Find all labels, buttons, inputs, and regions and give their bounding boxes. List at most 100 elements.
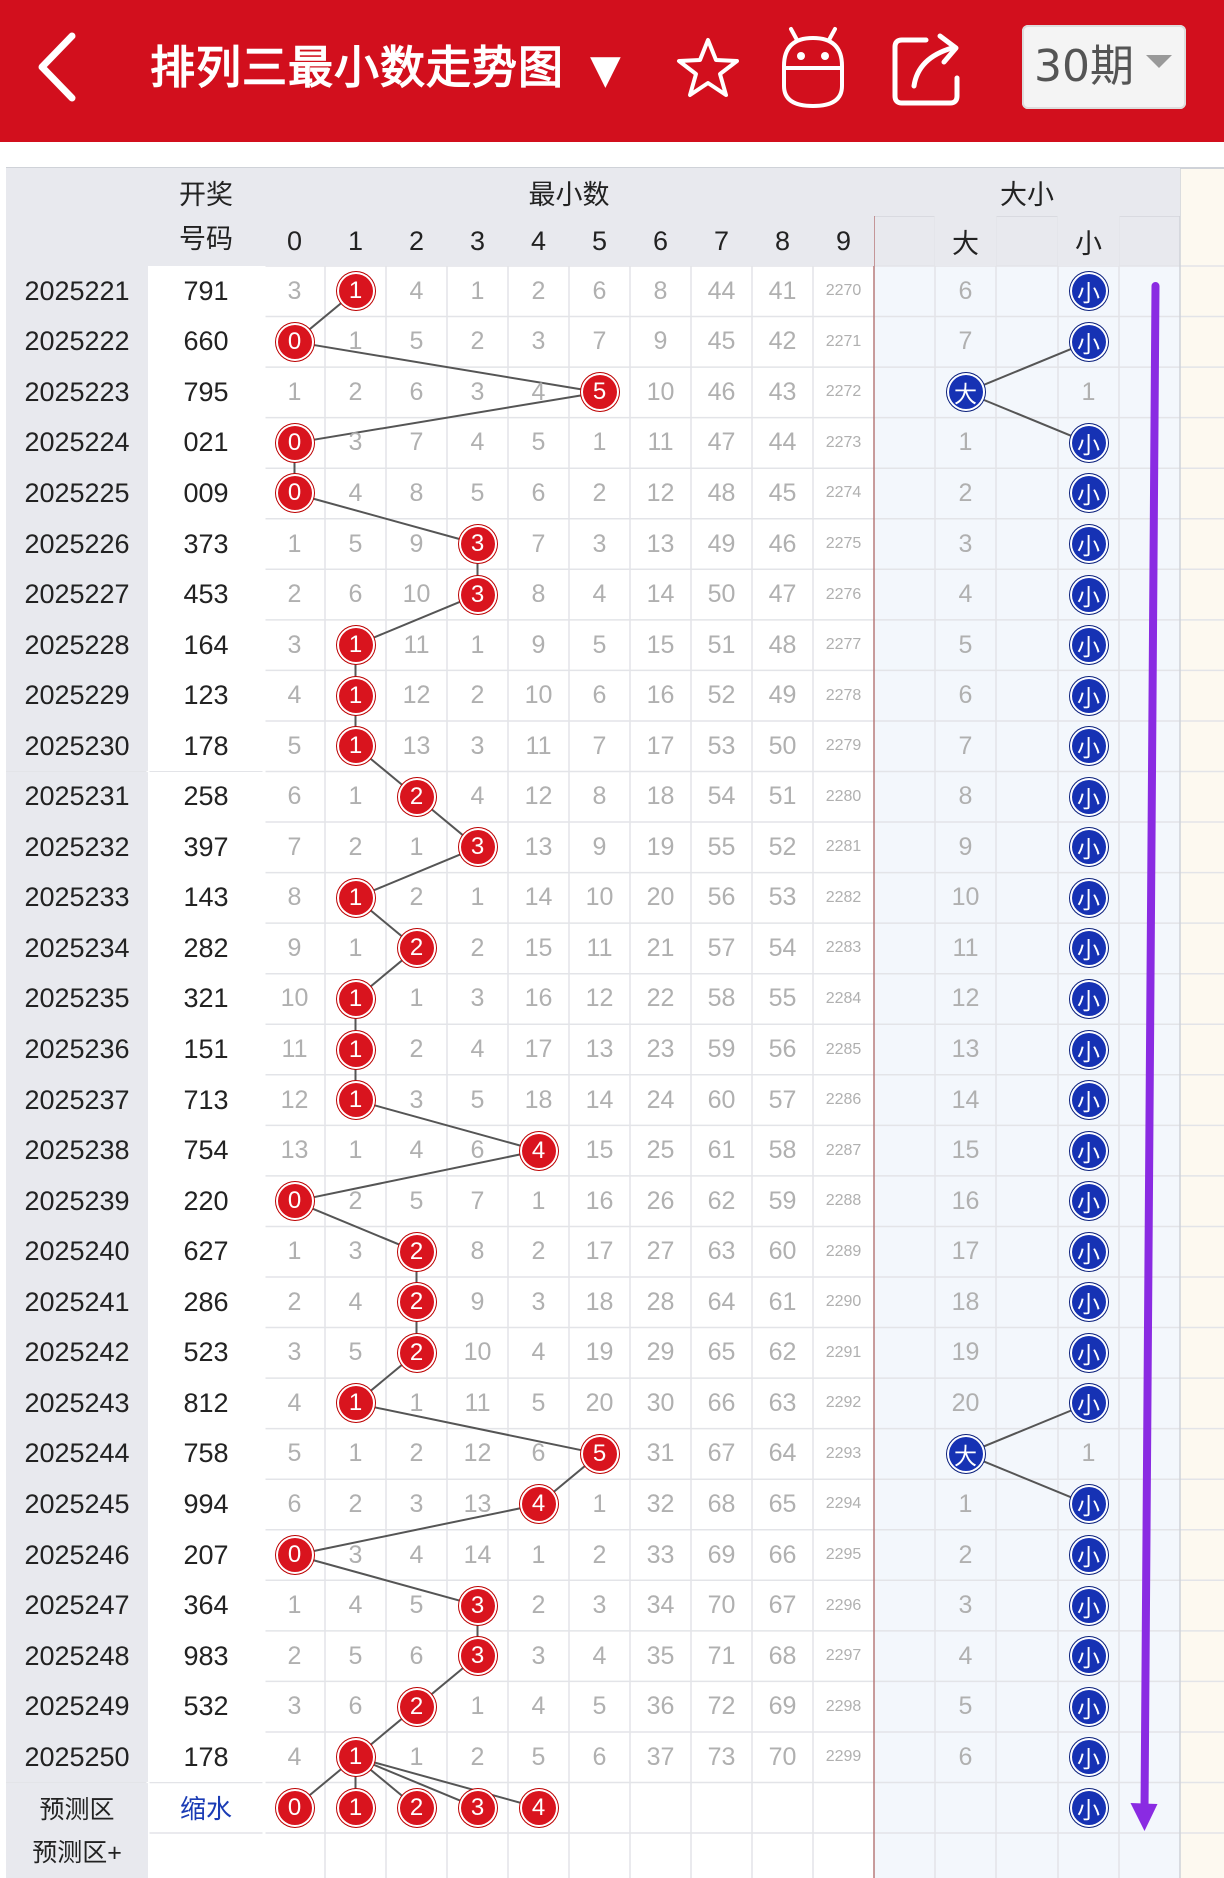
miss-count-cell: 15 [524,933,553,962]
min-number-ball: 4 [519,1485,558,1524]
miss-count-cell: 10 [280,984,309,1013]
miss-count-cell: 36 [646,1692,675,1721]
miss-count-cell: 1 [470,276,485,305]
miss-count-cell: 2290 [825,1293,862,1311]
miss-count-cell: 48 [707,478,736,507]
miss-count-cell: 34 [646,1591,675,1620]
miss-count-cell: 4 [287,1388,302,1417]
miss-count-cell: 41 [768,276,797,305]
period-cell: 2025231 [6,771,148,823]
miss-count-cell: 43 [768,377,797,406]
miss-count-cell: 5 [409,1591,424,1620]
miss-count-cell: 4 [592,1641,607,1670]
miss-count-cell: 2277 [825,636,862,654]
miss-count-cell: 2273 [825,433,862,451]
draw-number-cell: 220 [148,1175,264,1227]
miss-count-cell: 65 [707,1338,736,1367]
back-arrow-icon[interactable] [28,22,88,112]
miss-count-cell: 2 [409,1035,424,1064]
miss-count-cell: 1 [531,1186,546,1215]
miss-count-cell: 2287 [825,1141,862,1159]
header-spacer [0,142,1224,162]
min-number-ball: 2 [397,1687,436,1726]
miss-count-cell: 56 [707,883,736,912]
miss-count-cell: 61 [768,1287,797,1316]
miss-count-cell: 29 [646,1338,675,1367]
min-number-ball: 3 [458,1637,497,1676]
miss-count-cell: 64 [768,1439,797,1468]
miss-count-cell: 17 [646,731,675,760]
prediction-min-ball: 0 [275,1788,314,1827]
miss-count-cell: 3 [409,1489,424,1518]
miss-count-cell: 2284 [825,989,862,1007]
miss-count-cell: 12 [402,681,431,710]
share-icon[interactable] [890,28,966,108]
size-miss-cell: 4 [958,580,973,609]
shrink-link[interactable]: 缩水 [179,1794,232,1825]
prediction-plus-row-label: 预测区+ [6,1833,148,1878]
miss-count-cell: 7 [287,832,302,861]
miss-count-cell: 72 [707,1692,736,1721]
miss-count-cell: 5 [409,327,424,356]
size-miss-cell: 13 [951,1035,980,1064]
min-number-ball: 0 [275,1536,314,1575]
min-number-ball: 1 [336,727,375,766]
miss-count-cell: 5 [348,529,363,558]
miss-count-cell: 69 [707,1540,736,1569]
miss-count-cell: 7 [592,731,607,760]
miss-count-cell: 2 [287,1641,302,1670]
miss-count-cell: 8 [470,1237,485,1266]
digit-header-0: 0 [264,216,325,266]
miss-count-cell: 6 [531,1439,546,1468]
android-robot-icon[interactable] [778,26,848,110]
miss-count-cell: 2 [592,1540,607,1569]
draw-number-cell: 151 [148,1024,264,1075]
period-cell: 2025230 [6,720,148,772]
miss-count-cell: 3 [592,1591,607,1620]
miss-count-cell: 15 [585,1136,614,1165]
miss-count-cell: 3 [287,630,302,659]
size-miss-cell: 11 [952,933,979,962]
miss-count-cell: 68 [707,1489,736,1518]
draw-number-cell: 207 [148,1529,264,1581]
size-miss-cell: 3 [958,529,973,558]
page-title[interactable]: 排列三最小数走势图 [150,41,565,94]
miss-count-cell: 35 [646,1641,675,1670]
size-ball: 小 [1069,1687,1108,1726]
miss-count-cell: 4 [470,428,485,457]
miss-count-cell: 23 [646,1035,675,1064]
miss-count-cell: 45 [768,478,797,507]
prediction-min-ball: 3 [458,1788,497,1827]
min-number-ball: 2 [397,929,436,968]
size-ball: 大 [946,373,985,412]
size-miss-cell: 1 [1081,1439,1096,1468]
column-header-draw-line1: 开奖 [179,180,233,210]
miss-count-cell: 9 [470,1287,485,1316]
miss-count-cell: 16 [646,681,675,710]
star-icon[interactable] [675,36,741,102]
miss-count-cell: 2 [348,1489,363,1518]
period-selector[interactable]: 30期 [1022,25,1186,109]
prediction-min-ball: 2 [397,1788,436,1827]
miss-count-cell: 14 [463,1540,492,1569]
miss-count-cell: 1 [592,1489,607,1518]
prediction-min-ball: 1 [336,1788,375,1827]
size-miss-cell: 6 [958,1742,973,1771]
miss-count-cell: 1 [592,428,607,457]
min-number-ball: 2 [397,1283,436,1322]
draw-number-cell: 758 [148,1428,264,1480]
min-number-ball: 3 [458,575,497,614]
miss-count-cell: 10 [402,580,431,609]
miss-count-cell: 4 [348,478,363,507]
draw-number-cell: 282 [148,923,264,974]
miss-count-cell: 16 [524,984,553,1013]
size-ball: 小 [1069,1586,1108,1625]
min-number-ball: 3 [458,1586,497,1625]
size-ball: 小 [1069,1131,1108,1170]
chevron-down-icon [1146,55,1172,68]
miss-count-cell: 3 [348,428,363,457]
miss-count-cell: 2 [348,1186,363,1215]
title-dropdown-caret[interactable]: ▼ [590,47,621,93]
min-number-ball: 3 [458,828,497,867]
miss-count-cell: 3 [470,731,485,760]
